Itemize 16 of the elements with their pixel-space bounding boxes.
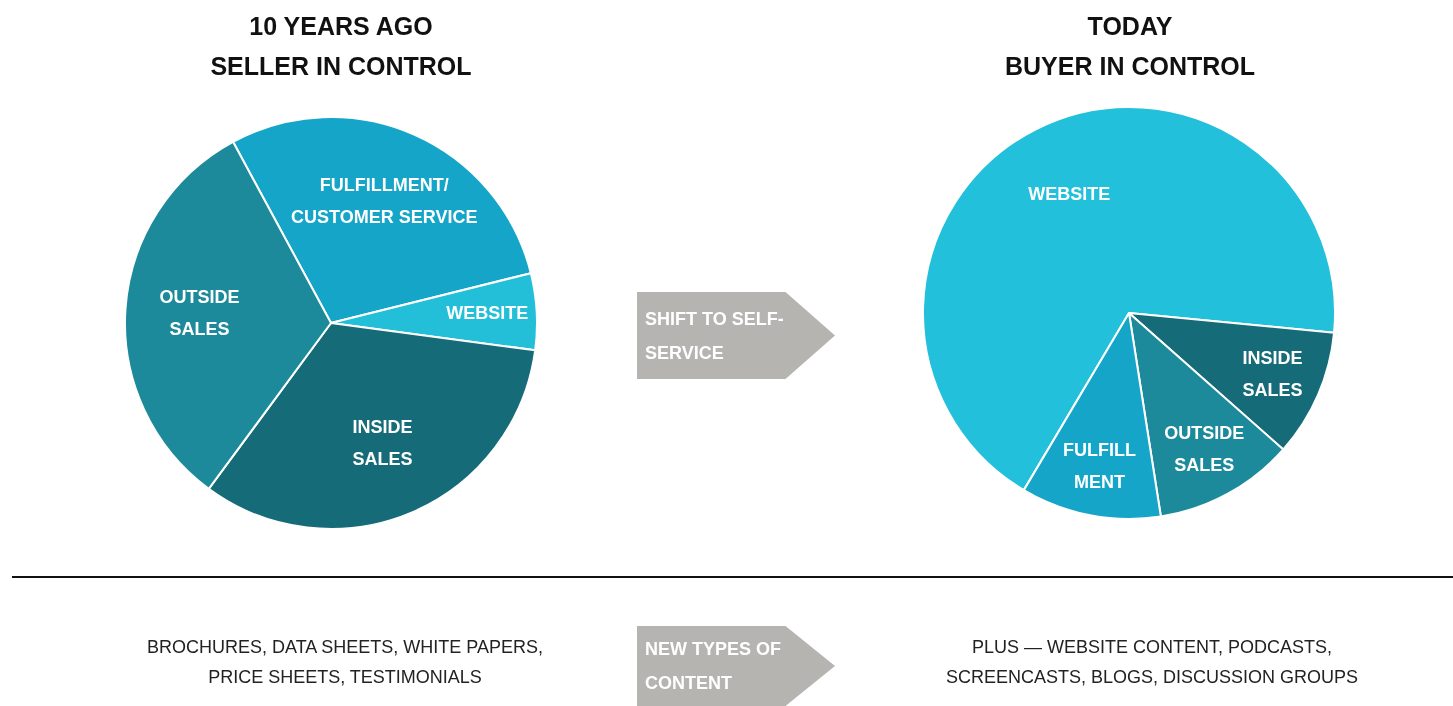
slice-label: INSIDE SALES (1242, 348, 1303, 401)
slice-label: FULFILLMENT/ CUSTOMER SERVICE (291, 175, 478, 228)
slice-label: INSIDE SALES (352, 417, 413, 470)
text: BROCHURES, DATA SHEETS, WHITE PAPERS, PRICE SHEETS, TESTIMONIALS (145, 636, 545, 689)
slice-label: FULFILL MENT (1062, 439, 1136, 492)
chart-title: TODAY (1086, 11, 1174, 42)
chart-subtitle: SELLER IN CONTROL (209, 51, 473, 82)
slice-label: OUTSIDE SALES (159, 286, 240, 339)
chart-title: 10 YEARS AGO (248, 11, 434, 42)
slice-label: WEBSITE (446, 303, 529, 324)
text: SHIFT TO SELF-SERVICE (645, 307, 785, 365)
text: PLUS — WEBSITE CONTENT, PODCASTS, SCREENCASTS, BLOGS, DISCUSSION GROUPS (944, 636, 1360, 689)
slice-label: OUTSIDE SALES (1164, 423, 1245, 476)
text: NEW TYPES OF CONTENT (645, 638, 782, 695)
chart-subtitle: BUYER IN CONTROL (1004, 51, 1256, 82)
slice-label: WEBSITE (1028, 184, 1111, 205)
